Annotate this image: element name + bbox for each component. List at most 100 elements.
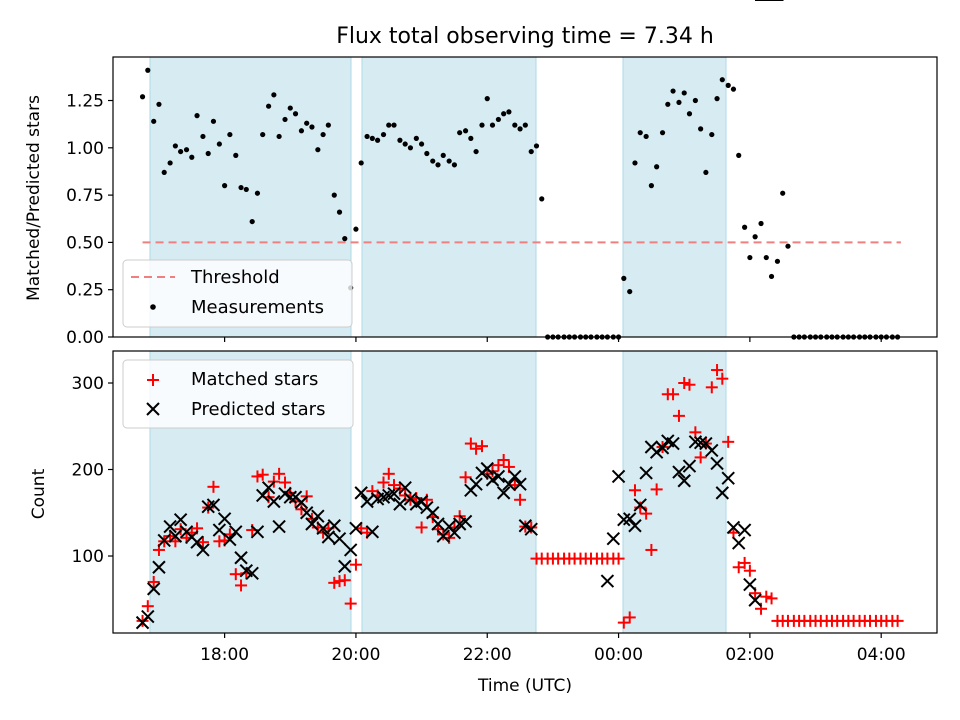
predicted-star-point (173, 512, 188, 527)
measurement-point (233, 152, 239, 158)
observing-window-band (622, 350, 727, 634)
x-axis-label: Time (UTC) (477, 676, 572, 696)
measurement-point (506, 109, 512, 115)
measurement-point (200, 133, 206, 140)
measurement-point (194, 113, 200, 119)
x-tick-label: 20:00 (331, 645, 380, 665)
ratio-axes: 0.00 0.25 0.50 0.75 1.00 1.25 (66, 56, 938, 348)
measurement-point (533, 143, 540, 149)
predicted-star-point (677, 474, 691, 488)
matched-star-point (891, 614, 904, 627)
predicted-star-point (649, 445, 664, 459)
measurement-point (462, 128, 469, 134)
matched-star-point (251, 470, 264, 483)
measurement-point (266, 103, 272, 109)
measurement-point (172, 143, 178, 149)
matched-star-point (738, 556, 751, 569)
predicted-star-point (491, 469, 506, 484)
measurement-point (304, 120, 310, 126)
legend-predicted-marker (146, 402, 160, 416)
measurement-point (539, 196, 545, 202)
measurement-point (468, 135, 474, 141)
predicted-star-point (743, 577, 757, 592)
predicted-star-point (354, 486, 368, 500)
measurement-point (648, 183, 654, 189)
predicted-star-point (206, 498, 221, 512)
predicted-star-point (272, 519, 286, 534)
measurement-point (709, 131, 715, 138)
matched-star-point (475, 440, 488, 453)
predicted-star-point (398, 480, 412, 495)
measurement-point (336, 209, 343, 215)
predicted-star-point (168, 529, 183, 543)
x-tick-label: 00:00 (594, 645, 643, 665)
predicted-star-point (217, 512, 232, 526)
predicted-star-point (496, 486, 511, 500)
predicted-star-point (245, 566, 259, 581)
measurement-point (430, 158, 436, 164)
measurement-point (210, 118, 217, 124)
measurement-point (676, 99, 682, 106)
measurement-point (473, 148, 479, 155)
y-axis-label-count: Count (29, 468, 49, 519)
measurement-point (342, 236, 348, 242)
predicted-star-point (338, 559, 352, 574)
legend-threshold-label: Threshold (190, 267, 280, 288)
chart-title: Flux total observing time = 7.34 h (336, 24, 714, 49)
predicted-star-point (190, 535, 204, 549)
predicted-star-point (600, 574, 615, 588)
matched-star-point (349, 558, 362, 571)
predicted-star-point (321, 530, 336, 544)
matched-star-point (694, 451, 707, 464)
measurement-point (654, 164, 660, 170)
matched-star-point (377, 476, 390, 489)
measurement-point (260, 131, 266, 138)
measurement-point (315, 147, 321, 153)
measurement-point (189, 154, 195, 160)
matched-star-point (207, 480, 220, 493)
measurement-point (325, 122, 331, 128)
predicted-star-point (316, 521, 330, 536)
ratio-legend: Threshold Measurements (122, 259, 353, 328)
matched-star-point (338, 574, 351, 587)
predicted-star-point (469, 477, 483, 491)
measurement-point (659, 130, 666, 136)
predicted-star-point (332, 532, 347, 546)
measurement-point (752, 234, 758, 240)
matched-star-point (235, 579, 248, 592)
measurement-point (495, 116, 502, 123)
measurement-point (435, 162, 441, 168)
measurement-point (407, 145, 414, 151)
matched-star-point (141, 600, 154, 613)
predicted-star-point (365, 525, 380, 539)
predicted-star-point (721, 471, 735, 485)
matched-star-point (623, 611, 636, 624)
matched-star-point (705, 381, 718, 394)
predicted-star-point (212, 523, 227, 537)
legend-measurement-label: Measurements (191, 297, 324, 318)
measurement-point (418, 141, 425, 147)
matched-star-point (514, 493, 527, 506)
measurement-point (243, 186, 249, 193)
matched-star-point (765, 592, 778, 605)
predicted-star-point (666, 436, 680, 451)
measurement-point (522, 122, 528, 128)
predicted-star-point (606, 532, 621, 546)
predicted-star-point (524, 522, 538, 536)
measurement-point (402, 141, 408, 147)
x-tick-label: 04:00 (857, 645, 906, 665)
measurement-point (627, 288, 633, 295)
measurement-point (292, 111, 299, 117)
measurement-point (528, 148, 534, 155)
measurement-point (703, 169, 709, 176)
predicted-star-point (343, 543, 358, 557)
matched-star-point (147, 575, 160, 588)
legend-predicted-label: Predicted stars (191, 399, 325, 420)
predicted-star-point (426, 506, 440, 520)
measurement-point (714, 96, 720, 102)
measurement-point (249, 218, 255, 225)
predicted-star-point (255, 488, 270, 503)
predicted-star-point (436, 529, 450, 543)
